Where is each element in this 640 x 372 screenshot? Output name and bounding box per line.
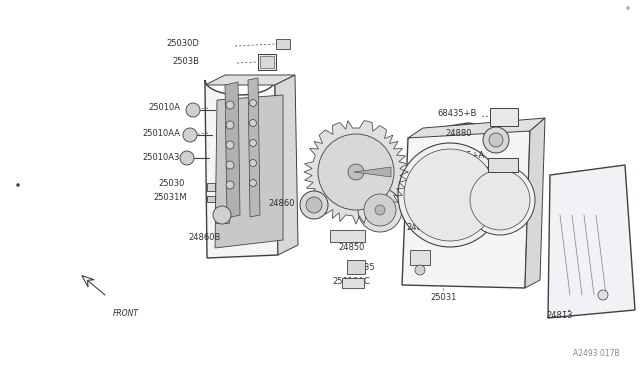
Polygon shape	[548, 165, 635, 318]
Circle shape	[226, 101, 234, 109]
Text: 24860: 24860	[268, 199, 294, 208]
Text: 68435+A: 68435+A	[445, 151, 484, 160]
Bar	[347, 260, 365, 274]
Circle shape	[348, 164, 364, 180]
Polygon shape	[275, 75, 298, 255]
Circle shape	[598, 290, 608, 300]
Text: 2503B: 2503B	[172, 58, 199, 67]
Bar	[410, 250, 430, 265]
Text: 25010A: 25010A	[148, 103, 180, 112]
Polygon shape	[525, 118, 545, 288]
Polygon shape	[402, 123, 530, 288]
Bar	[207, 183, 215, 191]
Bar	[276, 39, 290, 49]
Circle shape	[186, 103, 200, 117]
Circle shape	[358, 188, 402, 232]
Bar	[342, 278, 364, 288]
Bar	[215, 207, 229, 223]
Text: 25030D: 25030D	[166, 39, 199, 48]
Text: 24860B: 24860B	[188, 232, 220, 241]
Circle shape	[364, 194, 396, 226]
Circle shape	[226, 141, 234, 149]
Text: 25031M: 25031M	[153, 193, 187, 202]
Circle shape	[404, 149, 496, 241]
Circle shape	[627, 6, 630, 10]
Circle shape	[250, 99, 257, 106]
Circle shape	[226, 181, 234, 189]
Text: A2493 017B: A2493 017B	[573, 349, 620, 358]
Circle shape	[250, 180, 257, 186]
Circle shape	[489, 133, 503, 147]
Circle shape	[226, 161, 234, 169]
Bar	[490, 108, 518, 126]
Circle shape	[300, 191, 328, 219]
Polygon shape	[205, 80, 278, 258]
Circle shape	[415, 265, 425, 275]
Circle shape	[17, 183, 19, 186]
Bar	[488, 158, 518, 172]
Polygon shape	[225, 82, 240, 218]
Polygon shape	[215, 95, 283, 248]
Circle shape	[250, 160, 257, 167]
Text: 68435: 68435	[348, 263, 374, 272]
Circle shape	[318, 134, 394, 210]
Circle shape	[398, 143, 502, 247]
Circle shape	[470, 170, 530, 230]
Text: 25030: 25030	[158, 180, 184, 189]
Circle shape	[226, 121, 234, 129]
Circle shape	[250, 119, 257, 126]
Polygon shape	[354, 167, 391, 177]
Text: FRONT: FRONT	[113, 309, 139, 318]
Text: 25031: 25031	[430, 294, 456, 302]
Circle shape	[183, 128, 197, 142]
Text: 25010AA: 25010AA	[142, 128, 180, 138]
Bar	[330, 230, 365, 242]
Polygon shape	[304, 121, 408, 224]
Polygon shape	[82, 276, 94, 287]
Text: 24813: 24813	[546, 311, 573, 320]
Circle shape	[250, 140, 257, 147]
Text: 24880: 24880	[445, 128, 472, 138]
Text: 24850: 24850	[338, 244, 364, 253]
Circle shape	[180, 151, 194, 165]
Text: 25010A3: 25010A3	[142, 154, 179, 163]
Text: 68435+B: 68435+B	[437, 109, 476, 118]
Bar	[207, 196, 215, 202]
Circle shape	[306, 197, 322, 213]
Text: 25010AC: 25010AC	[332, 278, 370, 286]
Polygon shape	[248, 78, 260, 217]
Polygon shape	[408, 118, 545, 138]
Bar	[260, 56, 274, 68]
Circle shape	[483, 127, 509, 153]
Circle shape	[213, 206, 231, 224]
Polygon shape	[205, 75, 295, 85]
Text: 24855: 24855	[406, 222, 433, 231]
Circle shape	[375, 205, 385, 215]
Circle shape	[465, 165, 535, 235]
Bar	[258, 54, 276, 70]
